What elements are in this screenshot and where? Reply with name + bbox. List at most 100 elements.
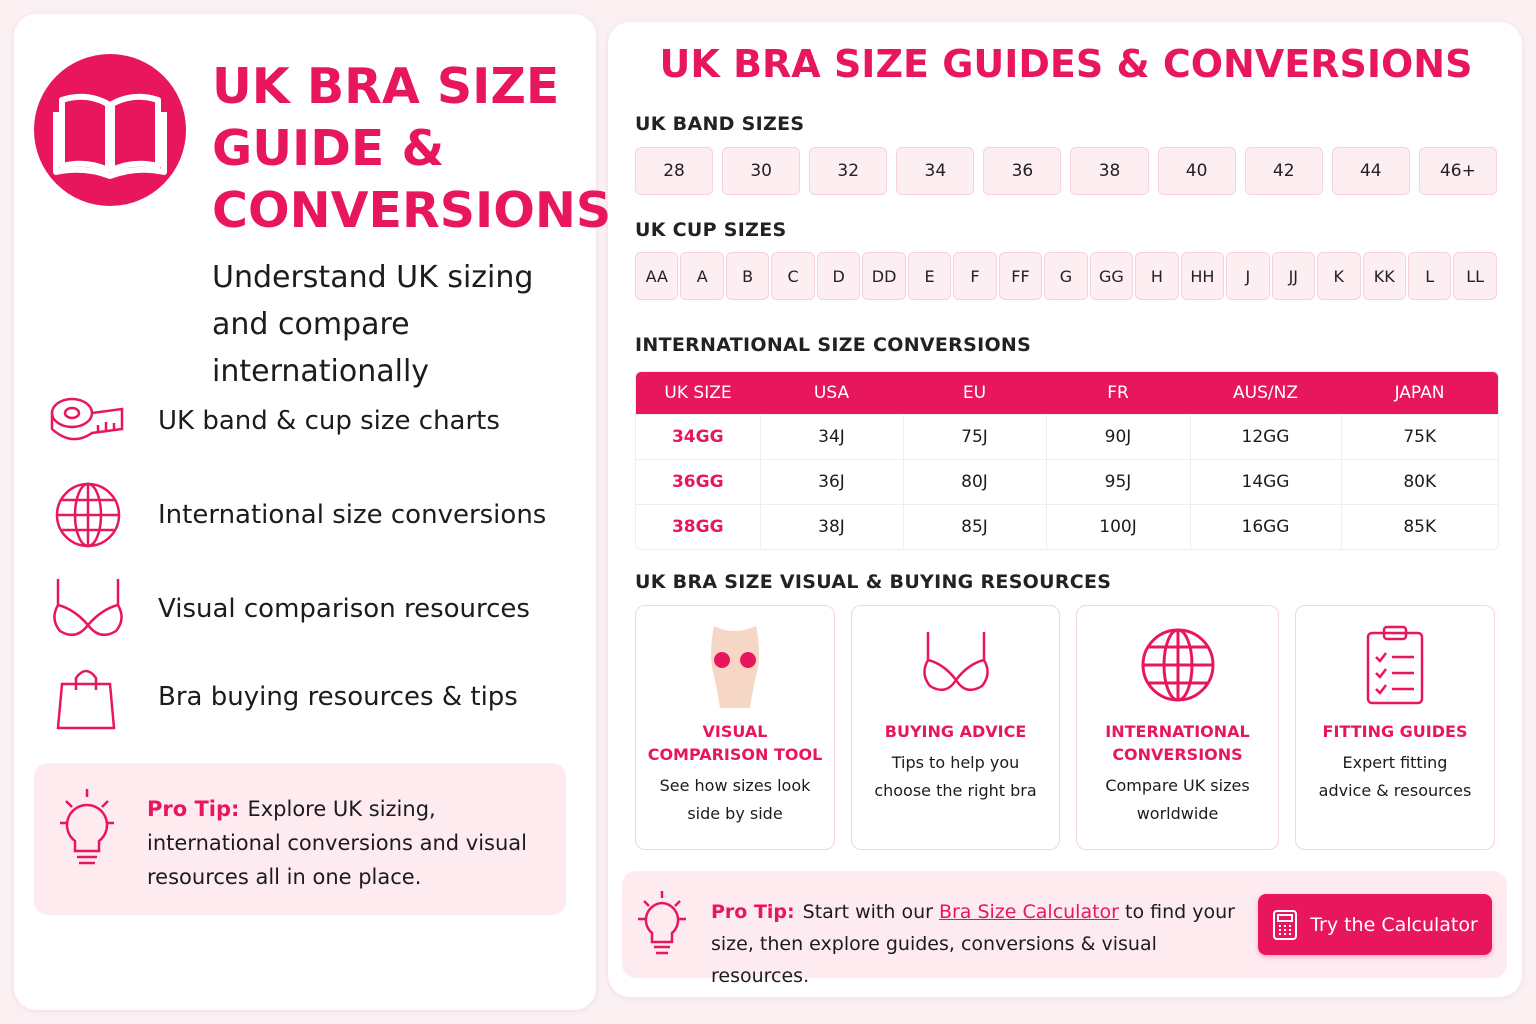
band-heading: UK BAND SIZES <box>635 113 805 135</box>
band-size: 38 <box>1070 147 1149 195</box>
resource-card: FITTING GUIDES Expert fitting advice & re… <box>1295 605 1495 850</box>
table-cell: 75K <box>1340 414 1498 460</box>
bulb-icon <box>638 891 686 955</box>
cup-size: L <box>1407 252 1452 300</box>
table-cell: 34J <box>759 414 903 460</box>
table-cell: 85J <box>902 504 1046 549</box>
cup-size: KK <box>1362 252 1406 300</box>
resources-heading: UK BRA SIZE VISUAL & BUYING RESOURCES <box>635 571 1112 593</box>
cup-size: J <box>1226 252 1270 300</box>
globe-icon <box>55 482 121 548</box>
conversion-table-wrap: UK SIZE USA EU FR AUS/NZ JAPAN 34GG 34J 75J 90J 12… <box>635 371 1499 550</box>
cup-size: A <box>680 252 724 300</box>
cup-size: G <box>1044 252 1088 300</box>
bulb-icon <box>60 789 114 865</box>
table-cell: 16GG <box>1189 504 1341 549</box>
tip-text: Explore UK sizing, international convers… <box>147 797 527 889</box>
feature-list: UK band & cup size charts International … <box>48 386 588 732</box>
table-row: 36GG 36J 80J 95J 14GG 80K <box>636 459 1498 505</box>
column-header: USA <box>760 372 903 415</box>
tip-label: Pro Tip: <box>711 901 795 923</box>
band-size: 28 <box>635 147 714 195</box>
bra-card-icon <box>922 632 989 692</box>
column-header: UK SIZE <box>636 372 760 415</box>
column-header: EU <box>903 372 1046 415</box>
table-cell: 90J <box>1045 414 1190 460</box>
cup-size: JJ <box>1271 252 1316 300</box>
card-text: Tips to help you choose the right bra <box>874 753 1037 800</box>
table-cell: 95J <box>1045 459 1190 505</box>
card-icon <box>1360 620 1430 710</box>
tip-body: Pro Tip: Start with our Bra Size Calculato… <box>711 896 1251 992</box>
resource-card: INTERNATIONAL CONVERSIONS Compare UK size… <box>1076 605 1279 850</box>
band-size: 36 <box>983 147 1062 195</box>
feature: Bra buying resources & tips <box>48 662 588 732</box>
bra-icon <box>53 579 123 637</box>
feature: Visual comparison resources <box>48 574 588 644</box>
cup-size: H <box>1135 252 1179 300</box>
table-cell: 80K <box>1340 459 1498 505</box>
table-cell: 12GG <box>1189 414 1341 460</box>
book-icon <box>34 54 186 206</box>
card-text: Compare UK sizes worldwide <box>1105 776 1250 823</box>
clipboard-icon <box>1366 625 1424 705</box>
table-cell: 38GG <box>636 504 760 549</box>
feature-text: Bra buying resources & tips <box>158 682 518 712</box>
calculator-icon <box>1273 909 1298 940</box>
cup-size: LL <box>1453 252 1497 300</box>
table-row: 38GG 38J 85J 100J 16GG 85K <box>636 504 1498 549</box>
left-title: UK BRA SIZE GUIDE & CONVERSIONS <box>212 58 612 239</box>
cup-size: K <box>1317 252 1361 300</box>
band-size: 44 <box>1331 147 1410 195</box>
feature: International size conversions <box>48 480 588 550</box>
table-header: UK SIZE USA EU FR AUS/NZ JAPAN <box>636 372 1498 415</box>
cup-size: FF <box>998 252 1043 300</box>
table-body: 34GG 34J 75J 90J 12GG 75K 36GG 36J 80J 95J 14GG 80K… <box>636 414 1498 549</box>
band-size: 46+ <box>1418 147 1497 195</box>
card-title: INTERNATIONAL CONVERSIONS <box>1105 722 1250 764</box>
resource-card: BUYING ADVICE Tips to help you choose the… <box>851 605 1060 850</box>
tip-label: Pro Tip: <box>147 797 240 821</box>
band-size: 40 <box>1157 147 1236 195</box>
band-size: 34 <box>896 147 975 195</box>
band-list: 28 30 32 34 36 38 40 42 44 46+ <box>635 147 1497 195</box>
resource-card: VISUAL COMPARISON TOOL See how sizes look… <box>635 605 835 850</box>
feature-text: Visual comparison resources <box>158 594 530 624</box>
tape-icon <box>50 397 124 441</box>
cup-size: DD <box>862 252 906 300</box>
tip-text: Start with our <box>802 901 933 923</box>
conversions-heading: INTERNATIONAL SIZE CONVERSIONS <box>635 334 1032 356</box>
feature: UK band & cup size charts <box>48 386 588 456</box>
feature-text: UK band & cup size charts <box>158 406 500 436</box>
card-title: FITTING GUIDES <box>1322 722 1468 741</box>
cup-size: AA <box>635 252 679 300</box>
card-title: BUYING ADVICE <box>884 722 1027 741</box>
card-text: See how sizes look side by side <box>659 776 811 823</box>
table-cell: 36GG <box>636 459 760 505</box>
card-text: Expert fitting advice & resources <box>1318 753 1472 800</box>
torso-icon <box>711 626 759 708</box>
card-title: VISUAL COMPARISON TOOL <box>647 722 823 764</box>
calculator-link[interactable]: Bra Size Calculator <box>938 901 1119 923</box>
cup-size: HH <box>1180 252 1225 300</box>
card-icon <box>916 620 996 710</box>
left-subtitle: Understand UK sizing and compare interna… <box>212 260 534 389</box>
cup-list: AA A B C D DD E F FF G GG H HH J JJ K KK L LL <box>635 252 1497 300</box>
column-header: AUS/NZ <box>1190 372 1341 415</box>
cup-size: E <box>907 252 952 300</box>
table-cell: 85K <box>1340 504 1498 549</box>
card-icon <box>1138 620 1218 710</box>
resource-cards: VISUAL COMPARISON TOOL See how sizes look… <box>635 605 1497 850</box>
band-size: 42 <box>1244 147 1323 195</box>
left-tip: Pro Tip: Explore UK sizing, international… <box>34 763 566 915</box>
band-size: 32 <box>809 147 888 195</box>
cup-size: F <box>953 252 997 300</box>
table-cell: 34GG <box>636 414 760 460</box>
feature-text: International size conversions <box>158 500 547 530</box>
table-cell: 100J <box>1045 504 1190 549</box>
cup-size: GG <box>1089 252 1134 300</box>
table-cell: 80J <box>902 459 1046 505</box>
calculator-button[interactable]: Try the Calculator <box>1258 894 1492 955</box>
band-size: 30 <box>722 147 801 195</box>
